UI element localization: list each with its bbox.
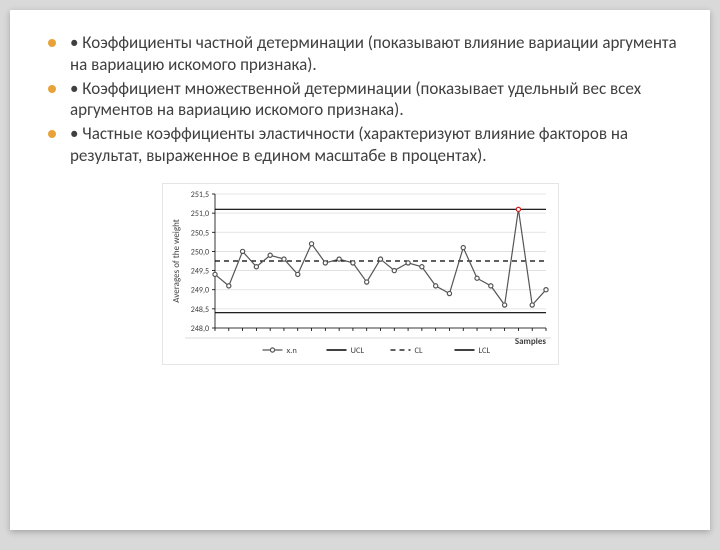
svg-text:UCL: UCL [350,346,364,356]
bullet-item: • Коэффициент множественной детерминации… [40,78,680,122]
bullet-item: • Коэффициенты частной детерминации (пок… [40,32,680,76]
svg-text:248,0: 248,0 [190,324,208,334]
svg-text:Averages of the weight: Averages of the weight [171,219,182,303]
svg-text:249,5: 249,5 [190,266,208,276]
svg-text:250,5: 250,5 [190,228,208,238]
bullet-item: • Частные коэффициенты эластичности (хар… [40,123,680,167]
svg-text:CL: CL [414,346,423,356]
svg-text:LCL: LCL [478,346,490,356]
svg-text:251,0: 251,0 [190,209,208,219]
svg-text:249,0: 249,0 [190,285,208,295]
svg-text:250,0: 250,0 [190,247,208,257]
bullet-list: • Коэффициенты частной детерминации (пок… [40,32,680,167]
svg-text:248,5: 248,5 [190,304,208,314]
slide: • Коэффициенты частной детерминации (пок… [10,10,710,530]
svg-text:251,5: 251,5 [190,190,208,200]
svg-text:x.n: x.n [286,346,296,356]
control-chart: 248,0 248,5 249,0 249,5 250,0 250,5 251,0 251,5… [162,183,559,365]
